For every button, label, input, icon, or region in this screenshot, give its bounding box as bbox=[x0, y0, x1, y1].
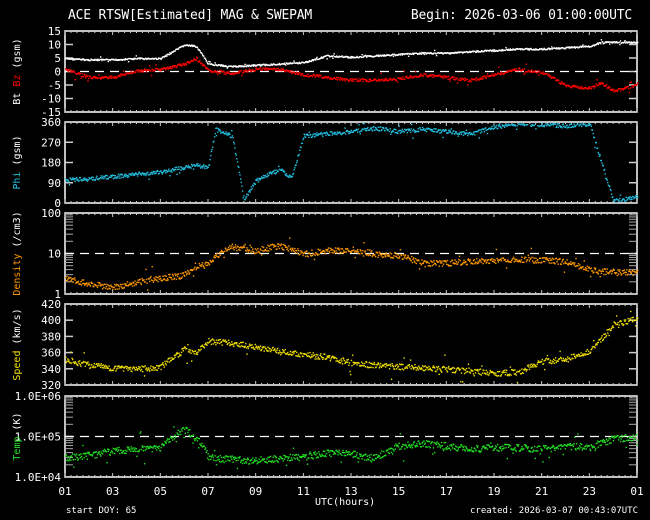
y-axis-label: Density (/cm3) bbox=[12, 211, 23, 295]
tick-label: 05 bbox=[154, 485, 167, 498]
tick-label: 360 bbox=[41, 116, 61, 129]
tick-label: 90 bbox=[48, 177, 61, 190]
bt-series bbox=[65, 39, 639, 69]
tick-label: 10 bbox=[48, 248, 61, 261]
tick-label: 15 bbox=[48, 25, 61, 38]
tick-label: 23 bbox=[583, 485, 596, 498]
tick-label: 0 bbox=[54, 66, 61, 79]
tick-label: 21 bbox=[535, 485, 548, 498]
tick-label: 19 bbox=[487, 485, 500, 498]
tick-label: 0 bbox=[54, 197, 61, 210]
tick-label: 320 bbox=[41, 379, 61, 392]
tick-label: 13 bbox=[344, 485, 357, 498]
phi-panel-frame bbox=[64, 121, 638, 204]
tick-label: 1.0E+05 bbox=[15, 431, 61, 444]
speed-panel-frame bbox=[64, 303, 638, 386]
y-axis-label: Bt Bz (gsm) bbox=[12, 38, 23, 104]
tick-label: 180 bbox=[41, 157, 61, 170]
tick-label: 1 bbox=[54, 288, 61, 301]
tick-label: -10 bbox=[41, 93, 61, 106]
begin-timestamp: Begin: 2026-03-06 01:00:00UTC bbox=[410, 8, 632, 23]
tick-label: 10 bbox=[48, 39, 61, 52]
tick-label: 11 bbox=[297, 485, 310, 498]
start-doy: start DOY: 65 bbox=[66, 506, 137, 516]
tick-label: 07 bbox=[201, 485, 214, 498]
tick-label: 380 bbox=[41, 330, 61, 343]
tick-label: 09 bbox=[249, 485, 262, 498]
y-axis-label: Phi (gsm) bbox=[12, 135, 23, 189]
tick-label: 340 bbox=[41, 363, 61, 376]
tick-label: -15 bbox=[41, 106, 61, 119]
y-axis-label: Temp (K) bbox=[12, 412, 23, 460]
y-axis-label: Speed (km/s) bbox=[12, 308, 23, 380]
chart-title: ACE RTSW[Estimated] MAG & SWEPAM bbox=[68, 8, 313, 23]
tick-label: 100 bbox=[41, 207, 61, 220]
temp-series bbox=[65, 426, 639, 470]
created-timestamp: created: 2026-03-07 00:43:07UTC bbox=[470, 506, 638, 516]
tick-label: -5 bbox=[48, 79, 61, 92]
tick-label: 420 bbox=[41, 298, 61, 311]
tick-label: 03 bbox=[106, 485, 119, 498]
tick-label: 270 bbox=[41, 136, 61, 149]
x-axis-label: UTC(hours) bbox=[315, 497, 376, 508]
tick-label: 17 bbox=[440, 485, 453, 498]
tick-label: 1.0E+06 bbox=[15, 390, 61, 403]
tick-label: 01 bbox=[630, 485, 643, 498]
density-series bbox=[65, 237, 639, 291]
bz-series bbox=[65, 56, 639, 94]
phi-series bbox=[65, 123, 639, 204]
tick-label: 15 bbox=[392, 485, 405, 498]
tick-label: 400 bbox=[41, 314, 61, 327]
tick-label: 1.0E+04 bbox=[15, 471, 62, 484]
tick-label: 01 bbox=[58, 485, 71, 498]
tick-label: 5 bbox=[54, 52, 61, 65]
tick-label: 360 bbox=[41, 347, 61, 360]
speed-series bbox=[65, 310, 639, 384]
